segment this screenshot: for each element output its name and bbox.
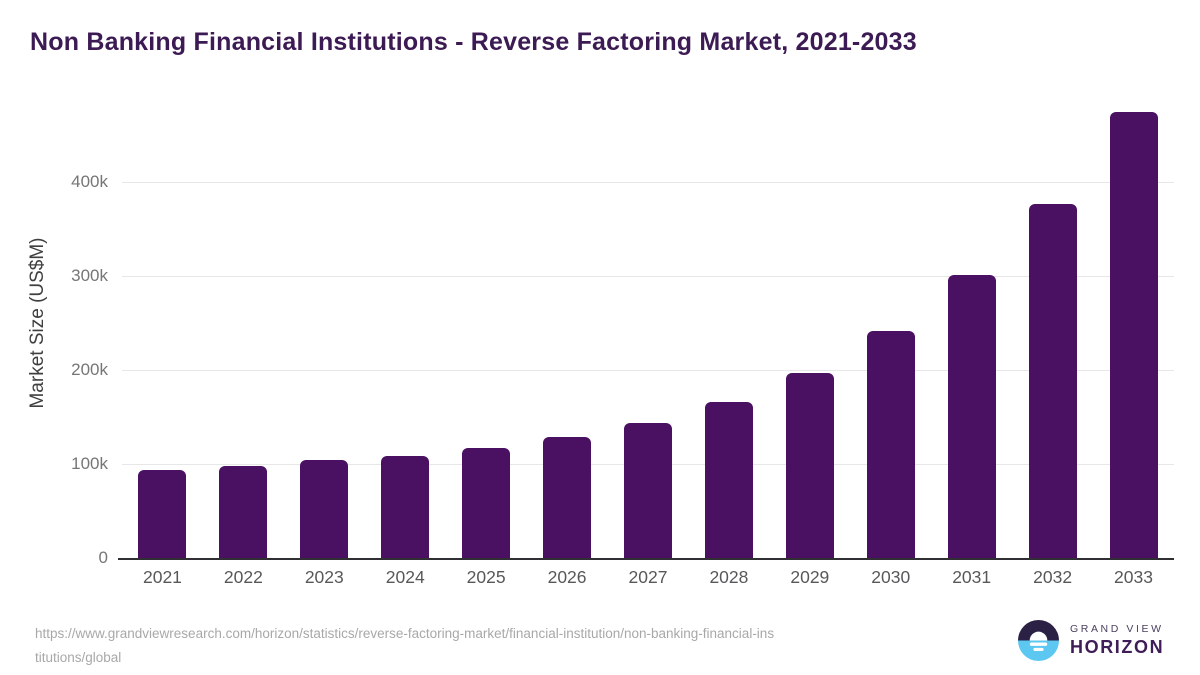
bar-2022[interactable] bbox=[219, 465, 268, 558]
bar-slot-2027 bbox=[608, 88, 689, 558]
bar-2032[interactable] bbox=[1028, 203, 1077, 558]
y-tick-0: 0 bbox=[98, 548, 108, 567]
source-url: https://www.grandviewresearch.com/horizo… bbox=[35, 622, 915, 670]
bar-2033[interactable] bbox=[1109, 111, 1158, 558]
bar-2027[interactable] bbox=[623, 422, 672, 558]
bar-2024[interactable] bbox=[381, 456, 430, 558]
bar-slot-2030 bbox=[850, 88, 931, 558]
bar-slot-2025 bbox=[446, 88, 527, 558]
bar-slot-2024 bbox=[365, 88, 446, 558]
bar-slot-2031 bbox=[931, 88, 1012, 558]
x-tick-2032: 2032 bbox=[1033, 567, 1073, 587]
x-tick-2025: 2025 bbox=[466, 567, 506, 587]
logo-wordmark: GRAND VIEW HORIZON bbox=[1070, 623, 1164, 658]
bar-slot-2022 bbox=[203, 88, 284, 558]
logo-product-name: HORIZON bbox=[1070, 637, 1165, 657]
chart-title: Non Banking Financial Institutions - Rev… bbox=[30, 28, 917, 56]
bar-slot-2021 bbox=[122, 88, 203, 558]
y-tick-100k: 100k bbox=[71, 454, 108, 473]
x-tick-2028: 2028 bbox=[709, 567, 749, 587]
x-tick-2022: 2022 bbox=[223, 567, 263, 587]
x-tick-2029: 2029 bbox=[790, 567, 830, 587]
gridline-400k bbox=[122, 182, 1174, 183]
x-tick-2023: 2023 bbox=[304, 567, 344, 587]
bar-2021[interactable] bbox=[138, 469, 187, 558]
bar-2029[interactable] bbox=[785, 372, 834, 558]
bar-slot-2028 bbox=[688, 88, 769, 558]
bar-slot-2029 bbox=[769, 88, 850, 558]
bar-series bbox=[122, 88, 1174, 558]
x-tick-2026: 2026 bbox=[547, 567, 587, 587]
source-url-line2: titutions/global bbox=[35, 650, 122, 665]
bar-slot-2032 bbox=[1012, 88, 1093, 558]
horizon-sun-icon bbox=[1018, 620, 1059, 661]
bar-2025[interactable] bbox=[462, 448, 511, 558]
x-tick-2024: 2024 bbox=[385, 567, 425, 587]
logo-brand-name: GRAND VIEW bbox=[1070, 623, 1164, 635]
y-tick-400k: 400k bbox=[71, 172, 108, 191]
x-tick-2031: 2031 bbox=[952, 567, 992, 587]
x-axis-line bbox=[118, 558, 1174, 560]
bar-slot-2033 bbox=[1093, 88, 1174, 558]
gridline-200k bbox=[122, 370, 1174, 371]
x-tick-2027: 2027 bbox=[628, 567, 668, 587]
bar-2026[interactable] bbox=[543, 436, 592, 558]
x-tick-2021: 2021 bbox=[142, 567, 182, 587]
x-tick-2030: 2030 bbox=[871, 567, 911, 587]
bar-slot-2026 bbox=[527, 88, 608, 558]
bar-2030[interactable] bbox=[866, 331, 915, 558]
x-axis-ticks: 2021 2022 2023 2024 2025 2026 2027 2028 2029 2030… bbox=[122, 567, 1174, 588]
bar-2023[interactable] bbox=[300, 460, 349, 558]
y-axis-ticks: 0 100k 200k 300k 400k bbox=[0, 88, 108, 567]
source-url-line1: https://www.grandviewresearch.com/horizo… bbox=[35, 626, 775, 641]
bar-slot-2023 bbox=[284, 88, 365, 558]
y-tick-200k: 200k bbox=[71, 360, 108, 379]
gridline-300k bbox=[122, 276, 1174, 277]
bar-2031[interactable] bbox=[947, 275, 996, 558]
y-tick-300k: 300k bbox=[71, 266, 108, 285]
x-tick-2033: 2033 bbox=[1114, 567, 1153, 587]
grand-view-horizon-logo[interactable]: GRAND VIEW HORIZON bbox=[1018, 620, 1164, 661]
plot-area bbox=[118, 88, 1174, 560]
bar-2028[interactable] bbox=[704, 401, 753, 558]
